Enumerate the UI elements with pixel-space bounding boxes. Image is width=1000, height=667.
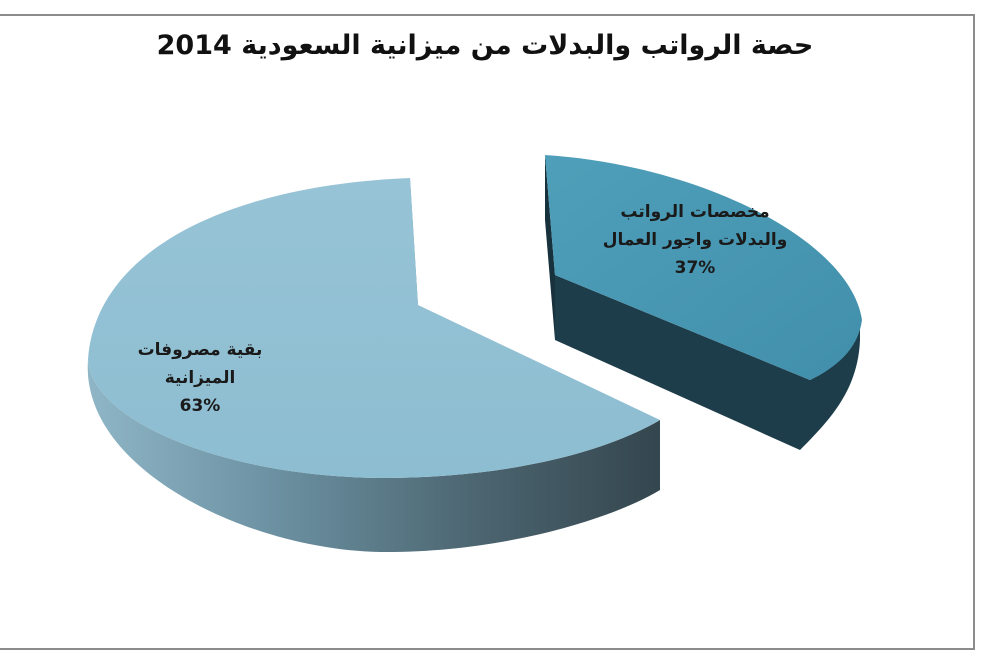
slice-value-salaries: 37% [674, 258, 716, 278]
slice-salaries-cut-face [545, 155, 555, 340]
slice-label-remaining-line2: الميزانية [164, 368, 236, 388]
chart-title: حصة الرواتب والبدلات من ميزانية السعودية… [156, 30, 814, 61]
slice-remaining-budget [87, 178, 661, 553]
slice-remaining-side [87, 360, 661, 553]
slice-label-salaries-line2: والبدلات واجور العمال [602, 230, 788, 250]
slice-salaries-side [555, 275, 860, 450]
slice-label-remaining-line1: بقية مصروفات [137, 340, 263, 360]
slice-label-salaries-line1: مخصصات الرواتب [620, 202, 770, 222]
slice-remaining-top [88, 178, 660, 478]
slice-salaries-allowances [545, 155, 862, 450]
slice-salaries-top [545, 155, 862, 380]
slice-value-remaining: 63% [179, 396, 221, 416]
slice-label-remaining: بقية مصروفات الميزانية 63% [110, 336, 290, 420]
slice-label-salaries: مخصصات الرواتب والبدلات واجور العمال 37% [585, 198, 805, 282]
